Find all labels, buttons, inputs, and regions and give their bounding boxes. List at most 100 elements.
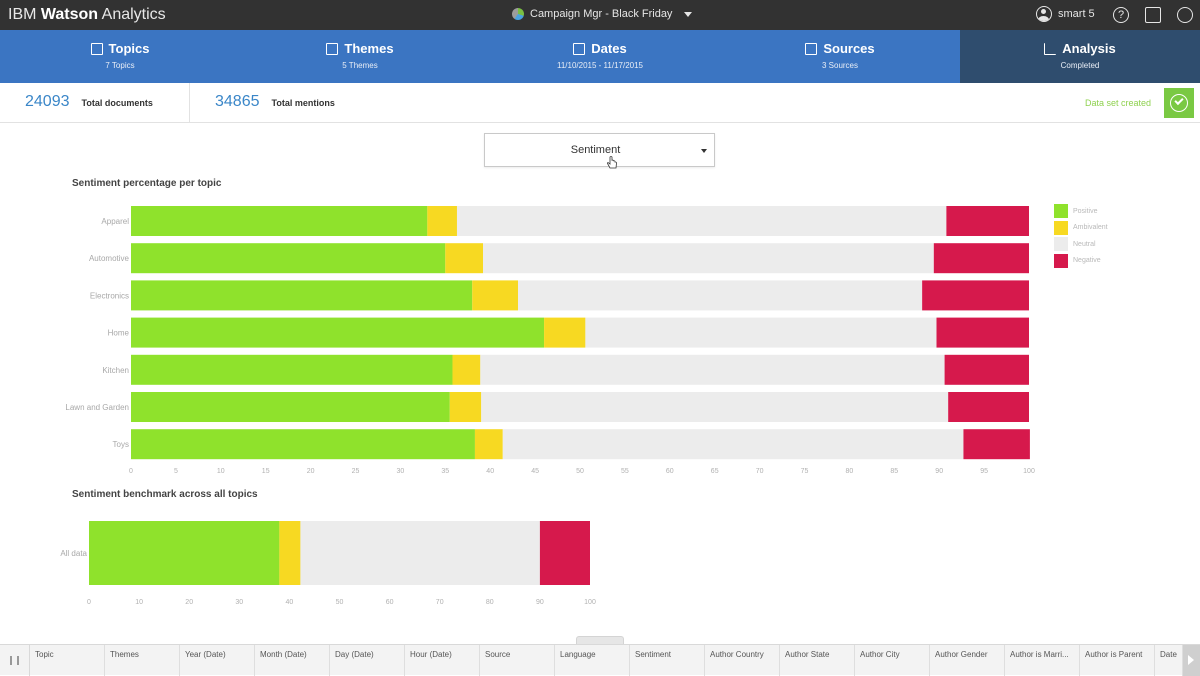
divider	[189, 83, 190, 123]
legend-swatch	[1054, 204, 1068, 219]
x-tick-label: 80	[486, 599, 494, 606]
chart1-title: Sentiment percentage per topic	[72, 178, 222, 189]
project-name: Campaign Mgr - Black Friday	[530, 8, 673, 20]
x-tick-label: 30	[235, 599, 243, 606]
x-tick-label: 80	[846, 468, 854, 475]
x-tick-label: 30	[397, 468, 405, 475]
bar-neutral-all-data	[300, 521, 540, 585]
total-documents-value: 24093	[25, 93, 70, 110]
column-header-author-state[interactable]: Author State	[780, 645, 855, 676]
bar-chart-icon	[1044, 42, 1057, 55]
project-selector[interactable]: Campaign Mgr - Black Friday	[512, 8, 693, 20]
bar-neutral-toys	[502, 429, 964, 460]
step-topics[interactable]: Topics 7 Topics	[0, 30, 240, 83]
panel-resize-handle[interactable]	[576, 636, 624, 644]
x-tick-label: 70	[756, 468, 764, 475]
column-header-themes[interactable]: Themes	[105, 645, 180, 676]
bar-negative-toys	[963, 429, 1030, 460]
column-header-sentiment[interactable]: Sentiment	[630, 645, 705, 676]
x-tick-label: 50	[336, 599, 344, 606]
bar-ambivalent-electronics	[472, 280, 519, 311]
bar-neutral-electronics	[518, 280, 923, 311]
step-sub: 3 Sources	[821, 61, 859, 70]
bar-neutral-home	[585, 317, 937, 348]
legend-item-ambivalent[interactable]: Ambivalent	[1054, 220, 1108, 237]
column-header-author-city[interactable]: Author City	[855, 645, 930, 676]
legend-label: Positive	[1073, 207, 1098, 215]
chevron-down-icon	[684, 11, 693, 17]
bar-ambivalent-home	[544, 317, 586, 348]
apps-icon[interactable]	[1177, 7, 1193, 23]
x-tick-label: 5	[174, 468, 178, 475]
bar-negative-lawn-and-garden	[948, 392, 1029, 422]
category-label: Kitchen	[102, 366, 129, 375]
column-header-author-is-parent[interactable]: Author is Parent	[1080, 645, 1155, 676]
app-brand[interactable]: IBM Watson Analytics	[8, 6, 166, 23]
x-tick-label: 85	[890, 468, 898, 475]
x-tick-label: 10	[135, 599, 143, 606]
bar-negative-home	[936, 317, 1029, 348]
column-header-author-is-marri[interactable]: Author is Marri...	[1005, 645, 1080, 676]
step-navigation: Topics 7 Topics Themes 5 Themes Dates 11…	[0, 30, 1200, 83]
column-header-month-date[interactable]: Month (Date)	[255, 645, 330, 676]
legend-label: Ambivalent	[1073, 224, 1108, 232]
legend-item-neutral[interactable]: Neutral	[1054, 236, 1108, 253]
chevron-down-icon	[701, 149, 707, 153]
legend-item-negative[interactable]: Negative	[1054, 253, 1108, 270]
bar-ambivalent-lawn-and-garden	[449, 392, 482, 422]
step-analysis[interactable]: Analysis Completed	[960, 30, 1200, 83]
legend-label: Neutral	[1073, 240, 1096, 248]
bar-positive-electronics	[131, 280, 473, 311]
category-label: Apparel	[101, 217, 129, 226]
dropdown-value: Sentiment	[570, 144, 621, 156]
column-header-author-gender[interactable]: Author Gender	[930, 645, 1005, 676]
column-header-day-date[interactable]: Day (Date)	[330, 645, 405, 676]
dataset-status: Data set created	[1085, 98, 1152, 108]
legend-label: Negative	[1073, 257, 1101, 265]
bar-ambivalent-apparel	[427, 206, 457, 236]
column-header-hour-date[interactable]: Hour (Date)	[405, 645, 480, 676]
step-themes[interactable]: Themes 5 Themes	[240, 30, 480, 83]
x-tick-label: 40	[486, 468, 494, 475]
metric-dropdown[interactable]: Sentiment	[484, 133, 715, 167]
bar-ambivalent-all-data	[279, 521, 301, 585]
user-menu[interactable]: smart 5	[1036, 6, 1095, 22]
bar-positive-kitchen	[131, 354, 453, 385]
check-circle-icon	[1170, 94, 1188, 112]
step-label: Themes	[344, 41, 394, 56]
x-tick-label: 90	[935, 468, 943, 475]
x-tick-label: 100	[584, 599, 596, 606]
step-dates[interactable]: Dates 11/10/2015 - 11/17/2015	[480, 30, 720, 83]
topics-icon	[90, 42, 103, 55]
column-header-author-country[interactable]: Author Country	[705, 645, 780, 676]
category-label: Lawn and Garden	[65, 403, 129, 412]
legend-item-positive[interactable]: Positive	[1054, 203, 1108, 220]
dataset-ok-button[interactable]	[1164, 88, 1194, 118]
message-icon[interactable]	[1145, 7, 1161, 23]
bar-positive-toys	[131, 429, 475, 460]
scroll-right-button[interactable]	[1183, 645, 1200, 676]
column-header-topic[interactable]: Topic	[30, 645, 105, 676]
column-header-year-date[interactable]: Year (Date)	[180, 645, 255, 676]
bar-neutral-kitchen	[480, 354, 945, 385]
bar-negative-electronics	[922, 280, 1029, 311]
x-tick-label: 50	[576, 468, 584, 475]
column-bars-icon	[10, 656, 19, 665]
category-label: Electronics	[90, 291, 129, 300]
column-header-source[interactable]: Source	[480, 645, 555, 676]
column-header-date[interactable]: Date	[1155, 645, 1183, 676]
step-label: Sources	[823, 41, 875, 56]
category-label: Home	[108, 329, 130, 338]
columns-icon[interactable]	[0, 645, 30, 676]
bar-positive-automotive	[131, 243, 446, 274]
column-header-language[interactable]: Language	[555, 645, 630, 676]
x-tick-label: 25	[352, 468, 360, 475]
step-sources[interactable]: Sources 3 Sources	[720, 30, 960, 83]
help-icon[interactable]: ?	[1113, 7, 1129, 23]
bar-ambivalent-kitchen	[452, 354, 481, 385]
x-tick-label: 90	[536, 599, 544, 606]
x-tick-label: 10	[217, 468, 225, 475]
legend-swatch	[1054, 253, 1068, 268]
project-pie-icon	[512, 8, 524, 20]
total-mentions-value: 34865	[215, 93, 260, 110]
